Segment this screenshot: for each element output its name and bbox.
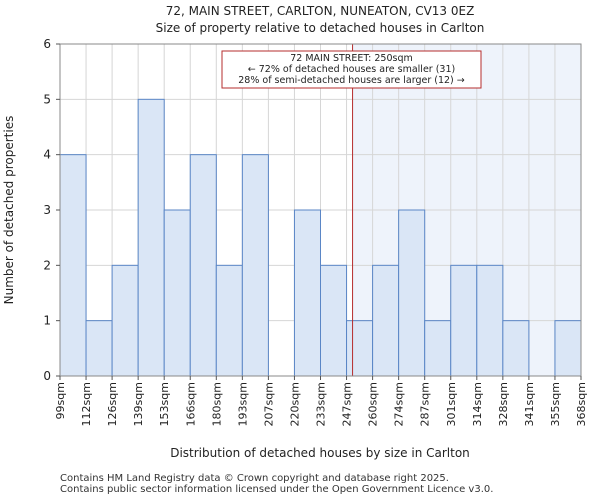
x-tick-label: 301sqm: [445, 382, 458, 426]
x-tick-label: 153sqm: [158, 382, 171, 426]
bar-99sqm: [59, 154, 87, 377]
bar-314sqm: [476, 264, 504, 377]
x-tick-label: 220sqm: [288, 382, 301, 426]
y-tick-label: 0: [43, 369, 51, 383]
x-tick-label: 99sqm: [54, 382, 67, 419]
footer-line-1: Contains HM Land Registry data © Crown c…: [60, 473, 449, 484]
x-tick-label: 166sqm: [184, 382, 197, 426]
x-axis-label: Distribution of detached houses by size …: [170, 446, 470, 460]
bar-274sqm: [398, 209, 426, 377]
footer: Contains HM Land Registry data © Crown c…: [60, 473, 493, 495]
bar-166sqm: [189, 154, 217, 377]
bar-260sqm: [372, 264, 400, 377]
annotation-line-2: ← 72% of detached houses are smaller (31…: [248, 64, 455, 75]
bar-126sqm: [111, 264, 139, 377]
x-tick-label: 193sqm: [236, 382, 249, 426]
annotation-line-1: 72 MAIN STREET: 250sqm: [290, 53, 413, 64]
bar-220sqm: [293, 209, 322, 377]
annotation-rect: [221, 50, 482, 89]
bars: [59, 98, 582, 377]
y-tick-label: 1: [43, 314, 51, 328]
y-tick-label: 5: [43, 92, 51, 106]
annotation-box: 72 MAIN STREET: 250sqm ← 72% of detached…: [221, 50, 482, 89]
x-tick-label: 260sqm: [367, 382, 380, 426]
bar-112sqm: [85, 320, 113, 377]
bar-355sqm: [554, 320, 582, 377]
bar-301sqm: [450, 264, 478, 377]
x-tick-label: 274sqm: [393, 382, 406, 426]
chart-subtitle: Size of property relative to detached ho…: [156, 21, 485, 35]
y-tick-label: 6: [43, 37, 51, 51]
x-tick-label: 368sqm: [575, 382, 588, 426]
y-tick-label: 2: [43, 258, 51, 272]
x-tick-label: 328sqm: [497, 382, 510, 426]
x-tick-label: 314sqm: [471, 382, 484, 426]
bar-233sqm: [320, 264, 348, 377]
x-tick-label: 287sqm: [419, 382, 432, 426]
annotation-line-3: 28% of semi-detached houses are larger (…: [238, 75, 465, 86]
bar-180sqm: [215, 264, 243, 377]
x-tick-label: 207sqm: [262, 382, 275, 426]
chart-title: 72, MAIN STREET, CARLTON, NUNEATON, CV13…: [166, 4, 475, 18]
x-tick-label: 247sqm: [341, 382, 354, 426]
y-tick-label: 3: [43, 203, 51, 217]
y-axis-label: Number of detached properties: [2, 116, 16, 305]
footer-line-2: Contains public sector information licen…: [60, 484, 494, 495]
x-tick-label: 112sqm: [80, 382, 93, 426]
bar-153sqm: [163, 209, 191, 377]
bar-193sqm: [241, 154, 269, 377]
x-tick-label: 341sqm: [523, 382, 536, 426]
bar-328sqm: [502, 320, 530, 377]
plot-area: 72 MAIN STREET: 250sqm ← 72% of detached…: [43, 37, 588, 426]
x-tick-label: 126sqm: [106, 382, 119, 426]
x-axis: 99sqm 112sqm 126sqm 139sqm 153sqm 166sqm 180sq…: [54, 376, 588, 426]
y-tick-label: 4: [43, 148, 51, 162]
bar-139sqm: [137, 98, 165, 377]
y-axis: 0 1 2 3 4 5 6: [43, 37, 60, 383]
bar-287sqm: [424, 320, 452, 377]
x-tick-label: 180sqm: [210, 382, 223, 426]
x-tick-label: 355sqm: [549, 382, 562, 426]
bar-247sqm: [346, 320, 374, 377]
x-tick-label: 233sqm: [315, 382, 328, 426]
x-tick-label: 139sqm: [132, 382, 145, 426]
